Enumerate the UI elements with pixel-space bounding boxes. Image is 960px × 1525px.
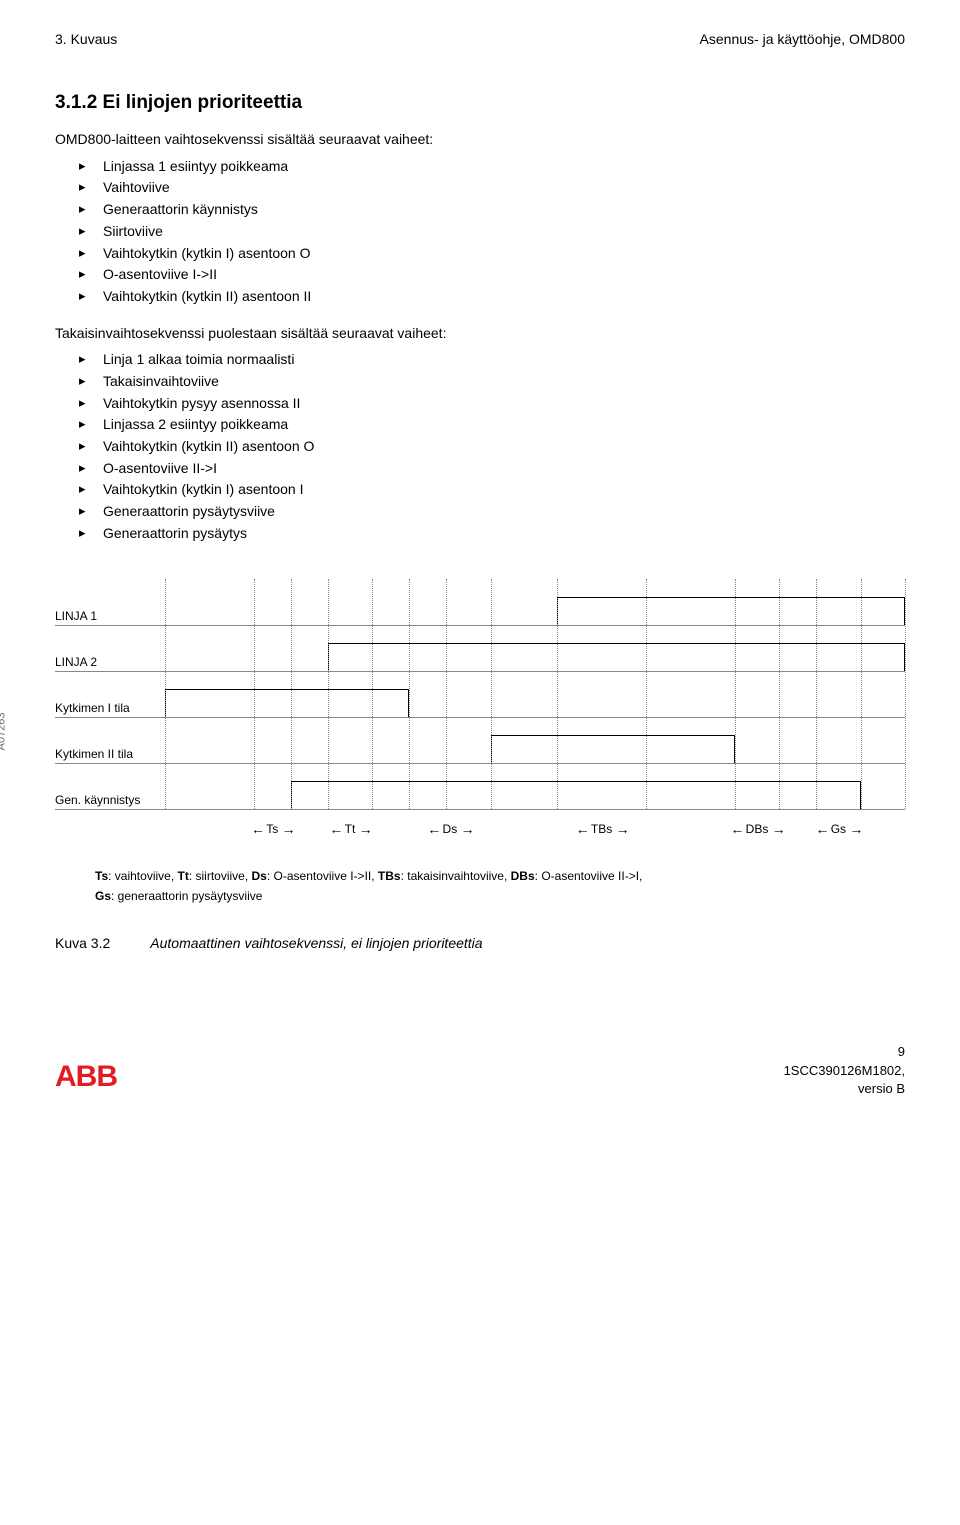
diagram-row-wave — [165, 717, 905, 763]
intro-1: OMD800-laitteen vaihtosekvenssi sisältää… — [55, 130, 905, 150]
abb-logo: ABB — [55, 1056, 117, 1098]
diagram-row-wave — [165, 625, 905, 671]
timing-arrow: ← DBs → — [735, 820, 779, 840]
list-item: Vaihtokytkin (kytkin I) asentoon O — [79, 243, 905, 265]
list-item: Takaisinvaihtoviive — [79, 371, 905, 393]
list-item: Vaihtokytkin (kytkin I) asentoon I — [79, 479, 905, 501]
diagram-row-label: Gen. käynnistys — [55, 763, 165, 809]
list-item: Vaihtokytkin (kytkin II) asentoon O — [79, 436, 905, 458]
page-number: 9 — [784, 1043, 905, 1061]
diagram-row-label: LINJA 1 — [55, 579, 165, 625]
header-left: 3. Kuvaus — [55, 30, 117, 50]
section-heading: 3.1.2 Ei linjojen prioriteettia — [55, 90, 905, 117]
intro-2: Takaisinvaihtosekvenssi puolestaan sisäl… — [55, 324, 905, 344]
list-item: O-asentoviive II->I — [79, 458, 905, 480]
timing-arrow: ← Ts → — [254, 820, 291, 840]
list-item: Generaattorin käynnistys — [79, 199, 905, 221]
diagram-table: LINJA 1LINJA 2Kytkimen I tilaKytkimen II… — [55, 579, 905, 849]
list-item: Vaihtokytkin (kytkin II) asentoon II — [79, 286, 905, 308]
figure-number: Kuva 3.2 — [55, 934, 110, 954]
diagram-row-label: Kytkimen II tila — [55, 717, 165, 763]
list-item: Linja 1 alkaa toimia normaalisti — [79, 349, 905, 371]
list-item: Siirtoviive — [79, 221, 905, 243]
list-item: Generaattorin pysäytysviive — [79, 501, 905, 523]
legend-line-2: Gs: generaattorin pysäytysviive — [95, 887, 905, 906]
diagram-row-wave — [165, 579, 905, 625]
list-item: Linjassa 1 esiintyy poikkeama — [79, 156, 905, 178]
diagram-row-label: Kytkimen I tila — [55, 671, 165, 717]
timing-arrow: ← TBs → — [557, 820, 646, 840]
list-item: Linjassa 2 esiintyy poikkeama — [79, 414, 905, 436]
diagram-row-label: LINJA 2 — [55, 625, 165, 671]
page-footer: ABB 9 1SCC390126M1802, versio B — [55, 1043, 905, 1098]
list-item: Vaihtoviive — [79, 177, 905, 199]
list-item: O-asentoviive I->II — [79, 264, 905, 286]
timing-arrow: ← Ds → — [409, 820, 490, 840]
figure-text: Automaattinen vaihtosekvenssi, ei linjoj… — [150, 934, 482, 954]
timing-diagram: A07263 LINJA 1LINJA 2Kytkimen I tilaKytk… — [55, 579, 905, 905]
footer-right: 9 1SCC390126M1802, versio B — [784, 1043, 905, 1098]
timing-arrow: ← Tt → — [328, 820, 372, 840]
diagram-row-wave — [165, 671, 905, 717]
figure-caption: Kuva 3.2 Automaattinen vaihtosekvenssi, … — [55, 934, 905, 954]
header-right: Asennus- ja käyttöohje, OMD800 — [700, 30, 905, 50]
diagram-row-wave — [165, 763, 905, 809]
sequence-list-1: Linjassa 1 esiintyy poikkeamaVaihtoviive… — [55, 156, 905, 308]
legend-line-1: Ts: vaihtoviive, Tt: siirtoviive, Ds: O-… — [95, 867, 905, 886]
doc-number: 1SCC390126M1802, — [784, 1062, 905, 1080]
list-item: Vaihtokytkin pysyy asennossa II — [79, 393, 905, 415]
diagram-legend: Ts: vaihtoviive, Tt: siirtoviive, Ds: O-… — [95, 867, 905, 905]
sequence-list-2: Linja 1 alkaa toimia normaalistiTakaisin… — [55, 349, 905, 544]
doc-rev: versio B — [784, 1080, 905, 1098]
side-code: A07263 — [0, 713, 10, 751]
page-header: 3. Kuvaus Asennus- ja käyttöohje, OMD800 — [55, 30, 905, 50]
timing-arrow: ← Gs → — [816, 820, 860, 840]
list-item: Generaattorin pysäytys — [79, 523, 905, 545]
